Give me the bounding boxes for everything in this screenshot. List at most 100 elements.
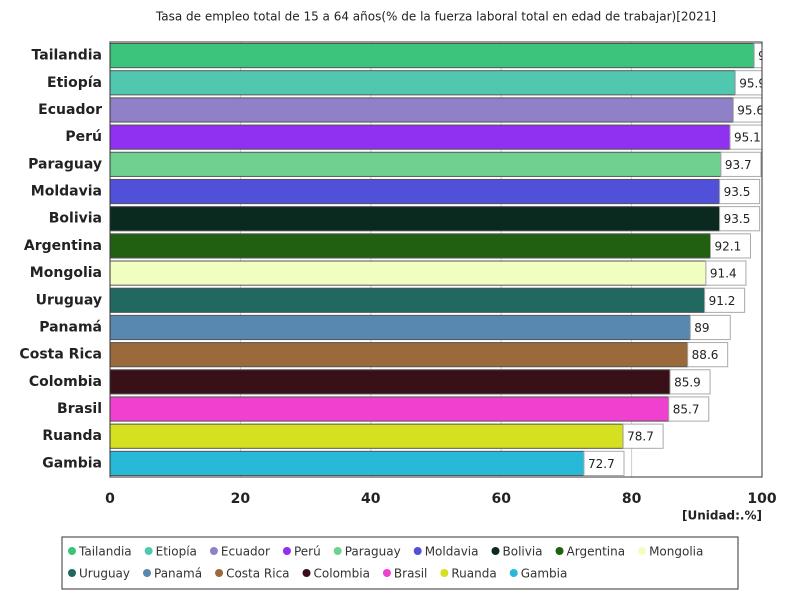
value-label-box (709, 233, 751, 259)
value-label-box (732, 97, 762, 123)
value-label-box (687, 342, 729, 368)
value-label: 95.9 (739, 76, 766, 90)
value-label-box (704, 287, 746, 313)
bar (110, 124, 731, 150)
y-tick-label: Ecuador (38, 102, 102, 118)
legend-swatch (144, 547, 153, 555)
value-label-box (729, 124, 762, 150)
unit-label: [Unidad:.%] (682, 509, 762, 523)
legend-swatch (68, 569, 76, 577)
legend-label: Uruguay (79, 567, 130, 581)
bar (110, 151, 722, 177)
legend-swatch (382, 569, 391, 577)
value-label: 89 (694, 321, 709, 335)
bar (110, 43, 755, 69)
y-tick-label: Costa Rica (19, 347, 102, 363)
value-label: 78.7 (627, 430, 654, 444)
legend-label: Ruanda (451, 567, 496, 581)
y-tick-label: Uruguay (36, 292, 102, 308)
bar (110, 206, 721, 232)
legend-label: Etiopía (156, 545, 197, 559)
legend-swatch (638, 547, 647, 555)
y-tick-label: Gambia (42, 455, 102, 471)
legend-swatch (143, 569, 151, 577)
value-label: 88.6 (692, 348, 719, 362)
chart-title: Tasa de empleo total de 15 a 64 años(% d… (155, 10, 716, 24)
legend-label: Moldavia (425, 545, 479, 559)
value-label: 92.1 (714, 239, 741, 253)
legend-label: Gambia (521, 567, 568, 581)
y-tick-label: Bolivia (49, 211, 102, 227)
value-label: 91.4 (710, 267, 737, 281)
legend-swatch (215, 569, 224, 577)
y-tick-label: Moldavia (31, 184, 102, 200)
legend-label: Ecuador (221, 545, 270, 559)
legend-label: Argentina (567, 545, 626, 559)
bar (110, 287, 706, 313)
bar (110, 369, 671, 395)
y-tick-label: Perú (65, 129, 102, 145)
value-label-box (734, 70, 762, 96)
value-label: 91.2 (709, 294, 736, 308)
value-label: 93.7 (725, 158, 752, 172)
value-label-box (719, 206, 761, 232)
value-label: 95.1 (734, 131, 761, 145)
value-label: 93.5 (724, 212, 751, 226)
legend-label: Brasil (394, 567, 427, 581)
y-tick-label: Panamá (39, 319, 102, 335)
plot-border (109, 41, 763, 478)
x-tick-label: 100 (747, 491, 776, 507)
y-tick-label: Mongolia (30, 265, 102, 281)
value-label-box (753, 43, 762, 69)
legend-swatch (68, 547, 76, 555)
bar (110, 423, 624, 449)
value-label-box (689, 314, 731, 341)
legend-label: Panamá (154, 567, 202, 581)
bar (110, 342, 689, 368)
legend-box (61, 536, 739, 590)
value-label-box (669, 369, 711, 395)
legend-label: Bolivia (503, 545, 543, 559)
x-tick-label: 60 (491, 491, 511, 507)
legend-swatch (509, 569, 518, 577)
value-label: 95.6 (737, 103, 764, 117)
bar (110, 233, 711, 259)
bar (110, 314, 691, 341)
value-label-box (622, 423, 664, 449)
bar (110, 450, 585, 476)
legend-label: Colombia (314, 567, 370, 581)
y-tick-label: Tailandia (32, 48, 102, 64)
y-tick-label: Etiopía (47, 75, 102, 91)
value-label-box (719, 178, 761, 205)
y-tick-label: Ruanda (42, 428, 102, 444)
bar (110, 260, 707, 286)
bar (110, 396, 670, 422)
legend-swatch (333, 547, 342, 555)
y-tick-label: Brasil (57, 401, 102, 417)
x-tick-label: 40 (361, 491, 381, 507)
legend-swatch (491, 547, 500, 555)
value-label: 85.7 (673, 403, 700, 417)
y-tick-label: Colombia (29, 374, 102, 390)
legend-swatch (413, 547, 422, 555)
value-label: 72.7 (588, 457, 615, 471)
legend-label: Costa Rica (226, 567, 289, 581)
legend-label: Mongolia (649, 545, 703, 559)
legend-swatch (302, 569, 311, 577)
value-label: 93.5 (724, 185, 751, 199)
plot: 98.8 95.9 95.6 95.1 93.7 93.5 93.5 92.1 91.4 91.2… (110, 42, 785, 477)
value-label-box (668, 396, 710, 422)
legend-label: Tailandia (78, 545, 132, 559)
value-label-box (705, 260, 747, 286)
value-label: 98.8 (758, 49, 785, 63)
y-tick-label: Paraguay (28, 156, 102, 172)
legend-swatch (209, 547, 218, 555)
legend-swatch (440, 569, 449, 577)
x-tick-label: 80 (622, 491, 642, 507)
value-label-box (720, 151, 762, 177)
legend-swatch (555, 547, 564, 555)
value-label: 85.9 (674, 375, 701, 389)
value-label-box (583, 450, 625, 476)
bar (110, 70, 736, 96)
